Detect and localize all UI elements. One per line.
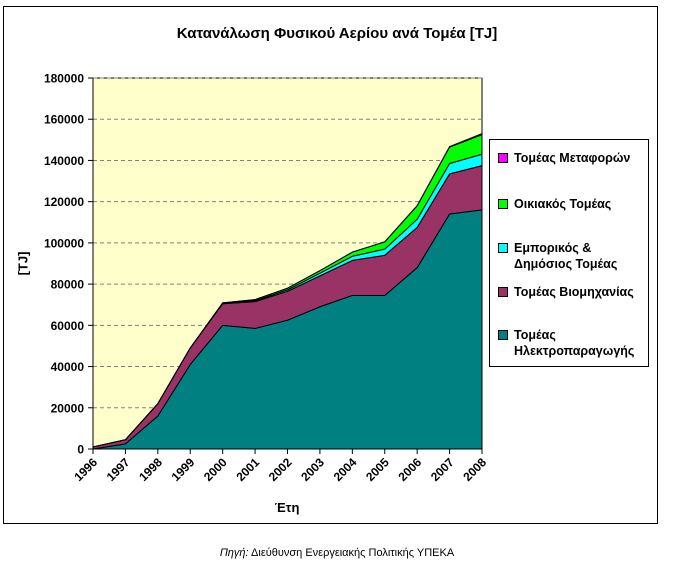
source-note: Πηγή: Διεύθυνση Ενεργειακής Πολιτικής ΥΠ… <box>0 547 674 559</box>
x-tick-label: 2001 <box>233 455 262 484</box>
x-tick-label: 2008 <box>460 455 489 484</box>
legend-swatch <box>498 199 508 209</box>
legend-label: Τομέας Βιομηχανίας <box>514 285 634 299</box>
chart-legend: Τομέας Μεταφορών Οικιακός Τομέας Εμπορικ… <box>489 139 649 367</box>
legend-swatch <box>498 330 508 340</box>
x-tick-label: 2006 <box>396 455 425 484</box>
legend-swatch <box>498 243 508 253</box>
x-tick-label: 1996 <box>71 455 100 484</box>
legend-item-residential: Οικιακός Τομέας <box>498 196 611 212</box>
x-tick-label: 1997 <box>104 455 133 484</box>
y-tick-label: 160000 <box>44 113 84 127</box>
y-tick-label: 100000 <box>44 236 84 250</box>
legend-item-industry: Τομέας Βιομηχανίας <box>498 284 634 300</box>
legend-label: Οικιακός Τομέας <box>514 197 612 211</box>
y-tick-label: 40000 <box>51 360 85 374</box>
x-axis-title: Έτη <box>274 500 300 515</box>
x-tick-label: 1998 <box>136 455 165 484</box>
area-series-5 <box>92 133 483 448</box>
legend-label: Τομέας Ηλεκτροπαραγωγής <box>514 328 635 358</box>
x-tick-label: 2007 <box>428 455 457 484</box>
legend-swatch <box>498 153 508 163</box>
source-prefix: Πηγή: <box>219 547 249 559</box>
y-tick-label: 0 <box>77 443 84 457</box>
legend-item-commercial: Εμπορικός & Δημόσιος Τομέας <box>498 240 617 272</box>
y-tick-label: 140000 <box>44 154 84 168</box>
y-tick-label: 60000 <box>51 319 85 333</box>
x-tick-label: 1999 <box>169 455 198 484</box>
chart-title: Κατανάλωση Φυσικού Αερίου ανά Τομέα [TJ] <box>176 25 498 42</box>
x-tick-label: 2002 <box>266 455 295 484</box>
x-tick-label: 2003 <box>298 455 327 484</box>
x-tick-label: 2005 <box>363 455 392 484</box>
x-tick-label: 2004 <box>331 455 360 484</box>
y-axis-title: [TJ] <box>15 251 31 276</box>
y-tick-label: 120000 <box>44 195 84 209</box>
legend-item-power-generation: Τομέας Ηλεκτροπαραγωγής <box>498 327 634 359</box>
y-tick-label: 180000 <box>44 72 84 86</box>
legend-label: Τομέας Μεταφορών <box>514 151 631 165</box>
y-tick-label: 80000 <box>51 278 85 292</box>
source-text: Διεύθυνση Ενεργειακής Πολιτικής ΥΠΕΚΑ <box>248 547 455 559</box>
legend-label: Εμπορικός & Δημόσιος Τομέας <box>514 241 618 271</box>
x-tick-label: 2000 <box>201 455 230 484</box>
legend-item-transport: Τομέας Μεταφορών <box>498 150 630 166</box>
y-tick-label: 20000 <box>51 401 85 415</box>
legend-swatch <box>498 287 508 297</box>
